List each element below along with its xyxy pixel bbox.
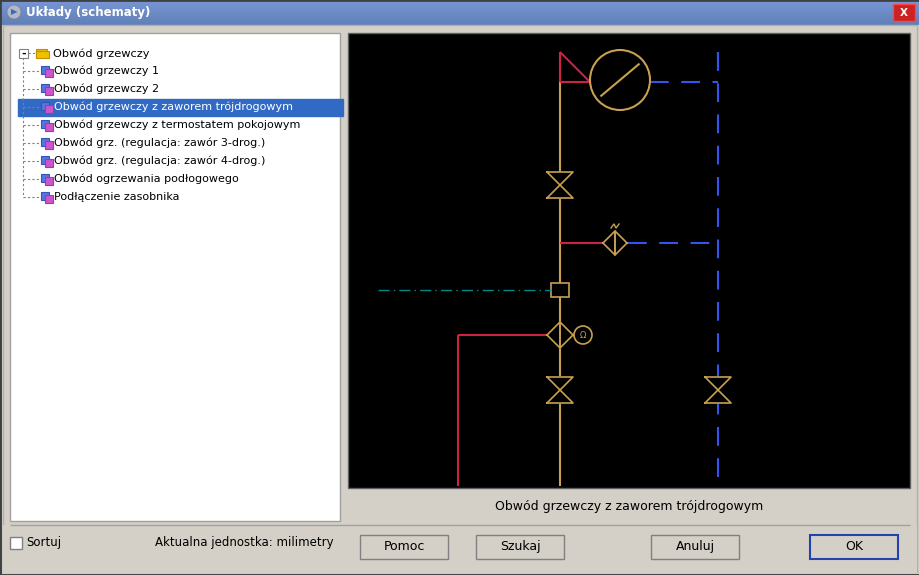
Text: Obwód grzewczy 2: Obwód grzewczy 2 [54,84,159,94]
Bar [0,15,919,16]
Bar [41,138,49,146]
Bar [0,0,919,1]
Bar [0,24,919,25]
Bar [475,535,563,559]
Bar [19,49,28,58]
Text: Szukaj: Szukaj [499,540,539,554]
Bar [0,2,919,3]
Bar [41,66,49,74]
Bar [10,33,340,521]
Circle shape [573,326,591,344]
Bar [0,7,919,8]
Text: Pomoc: Pomoc [383,540,425,554]
Polygon shape [547,377,573,390]
Text: Anuluj: Anuluj [675,540,714,554]
Text: Obwód grz. (regulacja: zawór 4-drog.): Obwód grz. (regulacja: zawór 4-drog.) [54,156,265,166]
Text: Aktualna jednostka: milimetry: Aktualna jednostka: milimetry [154,536,334,550]
Bar [651,535,738,559]
Bar [809,535,897,559]
Bar [0,16,919,17]
Bar [0,18,919,19]
Bar [41,156,49,164]
Bar [41,84,49,92]
Bar [0,12,919,13]
Text: Obwód grzewczy z zaworem trójdrogowym: Obwód grzewczy z zaworem trójdrogowym [494,500,762,513]
Bar [36,51,49,58]
Text: Sortuj: Sortuj [26,536,61,550]
Text: Podłączenie zasobnika: Podłączenie zasobnika [54,192,179,202]
Bar [36,49,47,53]
Bar [0,9,919,10]
Bar [0,17,919,18]
Bar [45,159,53,167]
Bar [0,20,919,21]
Bar [45,69,53,77]
Text: -: - [21,48,26,59]
Bar [45,87,53,95]
Polygon shape [704,390,731,403]
Bar [0,14,919,15]
Bar [0,21,919,22]
Bar [41,120,49,128]
Circle shape [7,5,21,19]
Bar [892,4,914,21]
Bar [0,13,919,14]
Bar [0,11,919,12]
Polygon shape [614,231,627,255]
Bar [550,283,568,297]
Polygon shape [704,377,731,390]
Text: Układy (schematy): Układy (schematy) [26,6,150,18]
Polygon shape [547,172,573,185]
Bar [0,4,919,5]
Polygon shape [547,322,560,348]
Text: Obwód ogrzewania podłogowego: Obwód ogrzewania podłogowego [54,174,239,184]
Bar [41,102,49,110]
Polygon shape [547,185,573,198]
Bar [0,1,919,2]
Bar [0,10,919,11]
Bar [45,105,53,113]
Text: OK: OK [844,540,862,554]
Bar [45,141,53,149]
Bar [0,8,919,9]
Bar [0,22,919,23]
Polygon shape [560,322,573,348]
Text: Obwód grzewczy z zaworem trójdrogowym: Obwód grzewczy z zaworem trójdrogowym [54,102,292,112]
Bar [18,99,343,116]
Bar [41,192,49,200]
Text: Obwód grzewczy: Obwód grzewczy [53,49,150,59]
Circle shape [589,50,650,110]
Bar [45,177,53,185]
Bar [0,23,919,24]
Bar [3,525,916,573]
Bar [0,3,919,4]
Bar [41,174,49,182]
Bar [10,537,22,549]
Text: Obwód grz. (regulacja: zawór 3-drog.): Obwód grz. (regulacja: zawór 3-drog.) [54,138,265,148]
Text: Obwód grzewczy z termostatem pokojowym: Obwód grzewczy z termostatem pokojowym [54,120,300,131]
Polygon shape [547,390,573,403]
Bar [0,6,919,7]
Bar [45,195,53,203]
Polygon shape [602,231,614,255]
Bar [0,5,919,6]
Text: ▶: ▶ [11,7,17,17]
Text: Obwód grzewczy 1: Obwód grzewczy 1 [54,66,159,76]
Bar [0,19,919,20]
Text: X: X [899,7,907,17]
Bar [359,535,448,559]
Bar [45,123,53,131]
Text: Ω: Ω [579,331,585,339]
Bar [347,33,909,488]
